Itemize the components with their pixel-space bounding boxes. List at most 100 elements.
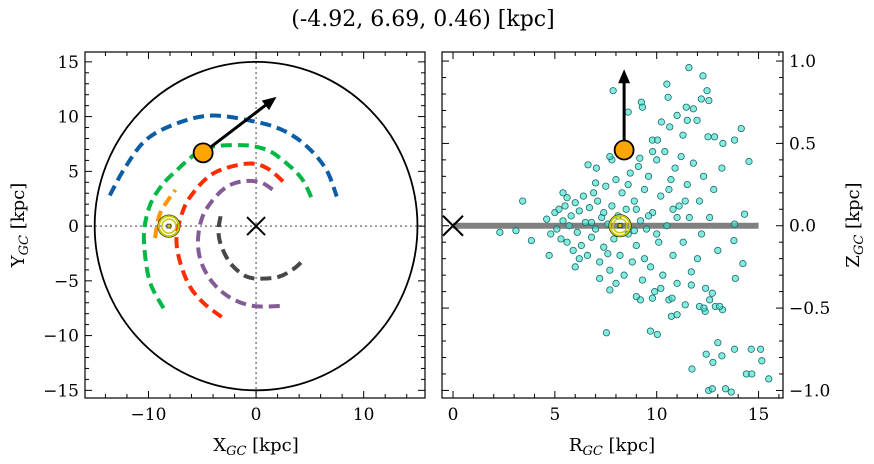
scatter-point [663,222,671,230]
axes-frame [441,51,784,399]
scatter-point [653,156,661,164]
scatter-point [731,274,739,283]
scatter-point [697,95,705,103]
scatter-point [683,180,691,189]
scatter-point [612,279,620,287]
scatter-point [632,205,640,213]
x-tick-label: 0 [448,405,459,425]
scatter-point [616,251,624,259]
plot-area [85,52,425,398]
scatter-point [730,220,739,228]
x-tick-label: 0 [251,405,262,425]
y-tick-label: −1.0 [789,381,830,401]
galactic-center-marker [246,216,266,236]
scatter-point [730,136,739,144]
orbit-0 [107,113,339,198]
scatter-point [579,192,587,200]
scatter-point [665,185,673,194]
scatter-point [622,205,630,213]
scatter-point [583,251,592,259]
rz-panel: 0 5 10 15 −1.0 −0.5 0.0 0.5 1.0 [441,51,830,425]
scatter-point [661,148,669,156]
scatter-point [677,152,685,161]
scatter-point [628,258,636,266]
y-tick-label: 15 [57,53,79,73]
scatter-point [708,385,716,393]
scatter-point [693,255,702,263]
scatter-point [671,164,679,172]
scatter-point [555,205,563,213]
scatter-point [758,357,766,365]
scatter-point [673,279,681,287]
scatter-point [567,212,575,220]
y-tick-label: 0.0 [789,217,816,237]
scatter-point [596,274,604,283]
scatter-point [557,235,565,243]
galactic-center-marker [442,215,464,237]
scatter-point [666,123,674,131]
scatter-point [710,185,718,194]
x-axis-label-left: XGC [kpc] [213,435,298,459]
scatter-point [721,385,730,393]
scatter-point [682,103,690,111]
scatter-point [710,133,719,141]
scatter-point [664,93,672,101]
scatter-point [591,179,600,187]
scatter-point [581,218,590,227]
scatter-point [687,268,695,276]
x-tick-label: 10 [646,405,668,425]
scatter-point [756,345,765,353]
scatter-point [600,243,608,251]
scatter-point [748,370,756,378]
scatter-point [573,228,581,236]
sun-marker-inner-ring [612,217,628,234]
scatter-point [519,197,527,205]
scatter-point [747,345,755,353]
figure-title: (-4.92, 6.69, 0.46) [kpc] [291,7,554,32]
y-tick-label: −5 [54,272,79,292]
x-axis-label-right: RGC [kpc] [569,435,655,459]
scatter-point [630,197,638,205]
scatter-point [727,388,735,396]
y-tick-label: 5 [68,162,79,182]
scatter-point [737,124,745,133]
scatter-point [589,189,598,197]
scatter-point [618,189,626,197]
orbit-1 [141,143,314,310]
scatter-point [700,304,708,312]
scatter-point [653,330,661,339]
scatter-point [608,202,616,210]
scatter-point [699,72,707,80]
scatter-point [663,80,671,88]
scatter-point [685,213,693,222]
scatter-point [624,180,632,189]
sun-marker-center [166,223,172,229]
scatter-point [708,289,716,297]
scatter-point [577,241,585,250]
scatter-point [606,266,614,274]
scatter-point [705,96,713,105]
velocity-arrow-shaft [202,102,269,155]
x-tick-label: 5 [549,405,560,425]
scatter-point [649,148,657,156]
scatter-point [638,276,647,284]
scatter-point [644,172,653,180]
scatter-point [585,204,594,212]
scatter-point [697,230,706,238]
scatter-point [704,133,712,141]
scatter-point [688,365,696,373]
scatter-point [706,213,714,222]
plot-area [442,64,773,396]
scatter-point [648,294,657,302]
y-tick-label: −10 [43,327,79,347]
scatter-point [559,217,567,225]
y-tick-label: −0.5 [789,299,830,319]
scatter-point [655,238,663,246]
scatter-point [527,236,536,245]
scatter-point [571,199,579,207]
scatter-point [638,103,647,111]
scatter-point [636,154,644,162]
scatter-point [745,157,753,166]
scatter-point [740,210,749,218]
scatter-point [683,116,691,124]
